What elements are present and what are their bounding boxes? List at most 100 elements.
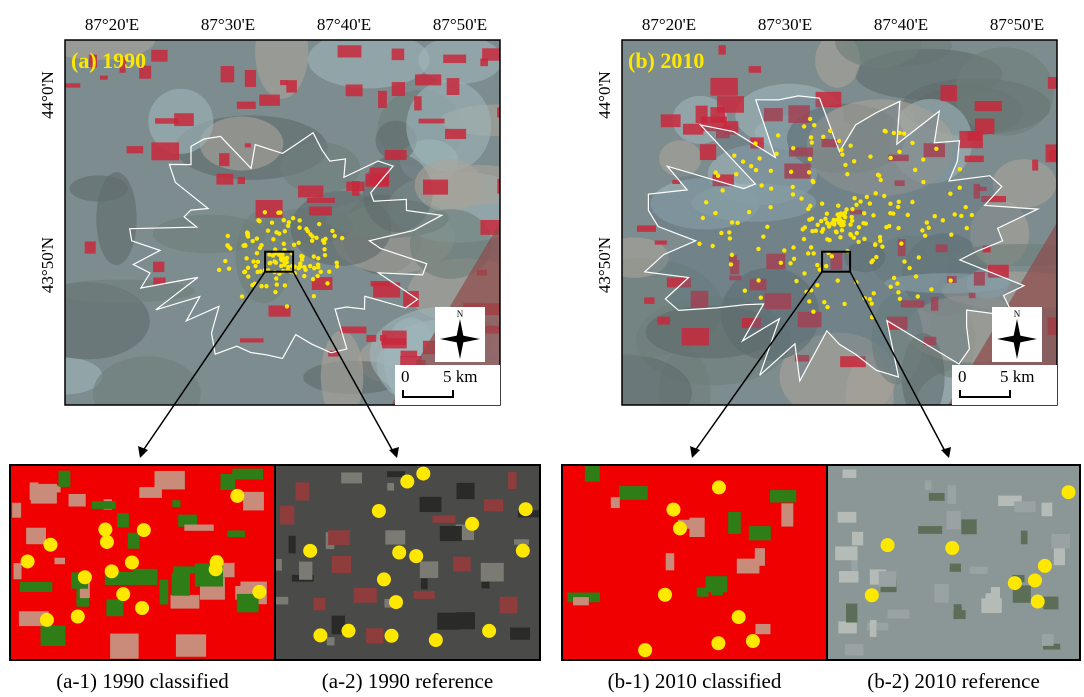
sample-dot <box>217 268 221 272</box>
sample-dot <box>803 225 807 229</box>
sample-dot <box>899 241 903 245</box>
red-field <box>717 96 744 113</box>
scale-end: 5 km <box>443 367 477 386</box>
caption: (a-2) 1990 reference <box>322 669 493 693</box>
inset-dot <box>516 544 530 558</box>
panel-label: (b) 2010 <box>628 48 704 73</box>
inset-dot <box>209 562 223 576</box>
ref-texture <box>843 469 857 477</box>
sample-dot <box>811 251 815 255</box>
sample-dot <box>779 261 783 265</box>
sample-dot <box>809 245 813 249</box>
sample-dot <box>304 227 308 231</box>
sample-dot <box>279 264 283 268</box>
caption: (a-1) 1990 classified <box>56 669 229 693</box>
red-field <box>280 80 287 85</box>
inset-dot <box>116 587 130 601</box>
sample-dot <box>747 210 751 214</box>
inset-dot <box>44 538 58 552</box>
sample-dot <box>808 117 812 121</box>
sample-dot <box>258 269 262 273</box>
sample-dot <box>330 229 334 233</box>
sample-dot <box>821 227 825 231</box>
sample-dot <box>263 210 267 214</box>
scale-zero: 0 <box>401 367 410 386</box>
sample-dot <box>791 146 795 150</box>
sample-dot <box>297 218 301 222</box>
sample-dot <box>902 259 906 263</box>
inset-dot <box>465 517 479 531</box>
ref-texture <box>838 621 856 633</box>
inset-dot <box>416 467 430 481</box>
sample-dot <box>713 211 717 215</box>
sample-dot <box>884 225 888 229</box>
sample-dot <box>810 216 814 220</box>
ref-texture <box>289 536 296 554</box>
sample-dot <box>308 232 312 236</box>
sample-dot <box>862 237 866 241</box>
ref-texture <box>332 556 351 573</box>
sample-dot <box>870 301 874 305</box>
ref-texture <box>500 597 518 614</box>
sample-dot <box>810 140 814 144</box>
red-field <box>392 49 405 61</box>
sample-dot <box>322 247 326 251</box>
sample-dot <box>845 172 849 176</box>
sample-dot <box>827 224 831 228</box>
figure: (a) 199087°20'E87°30'E87°40'E87°50'E44°0… <box>0 0 1084 697</box>
inset-dot <box>666 503 680 517</box>
sample-dot <box>836 278 840 282</box>
inset-dot <box>135 601 149 615</box>
inset-dot <box>252 585 266 599</box>
sample-dot <box>856 240 860 244</box>
inset-dot <box>313 628 327 642</box>
class-patch <box>12 503 21 518</box>
ref-texture <box>929 493 945 501</box>
sample-dot <box>815 263 819 267</box>
ref-texture <box>510 628 530 640</box>
sample-dot <box>298 264 302 268</box>
ref-texture <box>327 637 335 645</box>
sample-dot <box>743 288 747 292</box>
ref-texture <box>918 526 942 534</box>
class-patch <box>37 495 51 502</box>
sample-dot <box>741 159 745 163</box>
red-field <box>718 45 725 54</box>
sample-dot <box>759 183 763 187</box>
ref-texture <box>432 516 455 523</box>
lon-label: 87°40'E <box>874 15 928 34</box>
red-field <box>151 142 179 160</box>
sample-dot <box>283 229 287 233</box>
sample-dot <box>810 229 814 233</box>
red-field <box>346 182 364 191</box>
class-patch <box>20 582 53 592</box>
sample-dot <box>322 240 326 244</box>
red-field <box>700 144 716 160</box>
sample-dot <box>335 260 339 264</box>
sample-dot <box>874 255 878 259</box>
sample-dot <box>774 152 778 156</box>
sample-dot <box>882 194 886 198</box>
sample-dot <box>791 245 795 249</box>
sample-dot <box>255 236 259 240</box>
sample-dot <box>848 232 852 236</box>
inset-dot <box>711 636 725 650</box>
sample-dot <box>317 222 321 226</box>
sample-dot <box>271 237 275 241</box>
sample-dot <box>914 274 918 278</box>
inset-dot <box>1008 576 1022 590</box>
sample-dot <box>769 169 773 173</box>
red-field <box>221 66 235 82</box>
red-field <box>975 101 1002 111</box>
sample-dot <box>920 228 924 232</box>
sample-dot <box>879 178 883 182</box>
red-field <box>346 84 363 96</box>
red-field <box>85 241 96 253</box>
sample-dot <box>729 262 733 266</box>
sample-dot <box>916 294 920 298</box>
class-patch <box>184 525 213 531</box>
sample-dot <box>246 274 250 278</box>
sample-dot <box>730 220 734 224</box>
red-field <box>414 96 421 110</box>
sample-dot <box>280 257 284 261</box>
